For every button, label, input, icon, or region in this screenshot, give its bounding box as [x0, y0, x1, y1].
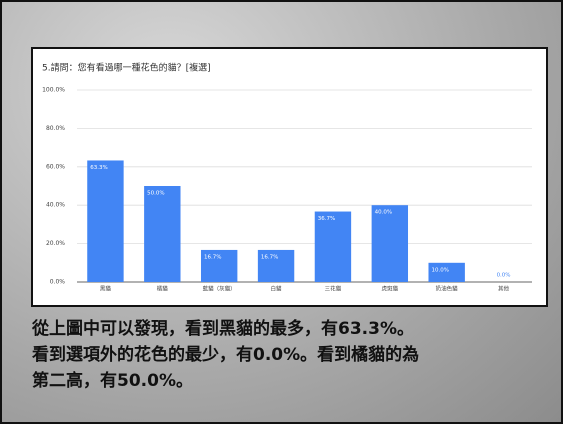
value-label: 40.0%: [375, 210, 392, 216]
value-label: 16.7%: [261, 254, 278, 260]
caption: 從上圖中可以發現，看到黑貓的最多，有63.3%。 看到選項外的花色的最少，有0.…: [32, 316, 542, 394]
bar: [257, 249, 295, 282]
value-label: 50.0%: [147, 191, 164, 197]
y-tick-label: 20.0%: [46, 240, 65, 247]
x-tick-label: 奶油色貓: [436, 285, 459, 293]
x-tick-label: 黑貓: [100, 285, 112, 293]
x-tick-label: 其他: [498, 285, 510, 293]
bar: [428, 262, 465, 282]
bar: [200, 249, 238, 282]
x-tick-label: 橘貓: [157, 285, 169, 293]
x-tick-label: 虎斑貓: [382, 285, 399, 293]
y-tick-label: 60.0%: [46, 163, 65, 170]
y-tick-label: 80.0%: [46, 125, 65, 132]
chart-title: 5.請問：您有看過哪一種花色的貓？[複選]: [42, 62, 211, 74]
x-tick-label: 三花貓: [325, 285, 342, 293]
y-tick-label: 100.0%: [42, 87, 65, 94]
value-label: 36.7%: [318, 216, 335, 222]
value-label: 0.0%: [497, 273, 511, 279]
bar: [314, 211, 352, 282]
x-tick-label: 藍貓（灰貓）: [203, 285, 236, 293]
bar: [371, 205, 409, 282]
caption-line: 第二高，有50.0%。: [32, 371, 193, 391]
bar: [144, 186, 181, 282]
value-label: 10.0%: [431, 267, 448, 273]
value-label: 63.3%: [90, 165, 107, 171]
caption-line: 從上圖中可以發現，看到黑貓的最多，有63.3%。: [32, 319, 414, 339]
y-tick-label: 40.0%: [46, 202, 65, 209]
y-tick-label: 0.0%: [50, 279, 66, 286]
x-tick-label: 白貓: [271, 285, 283, 293]
value-label: 16.7%: [204, 254, 221, 260]
bar: [87, 160, 124, 282]
caption-line: 看到選項外的花色的最少，有0.0%。看到橘貓的為: [32, 345, 420, 365]
